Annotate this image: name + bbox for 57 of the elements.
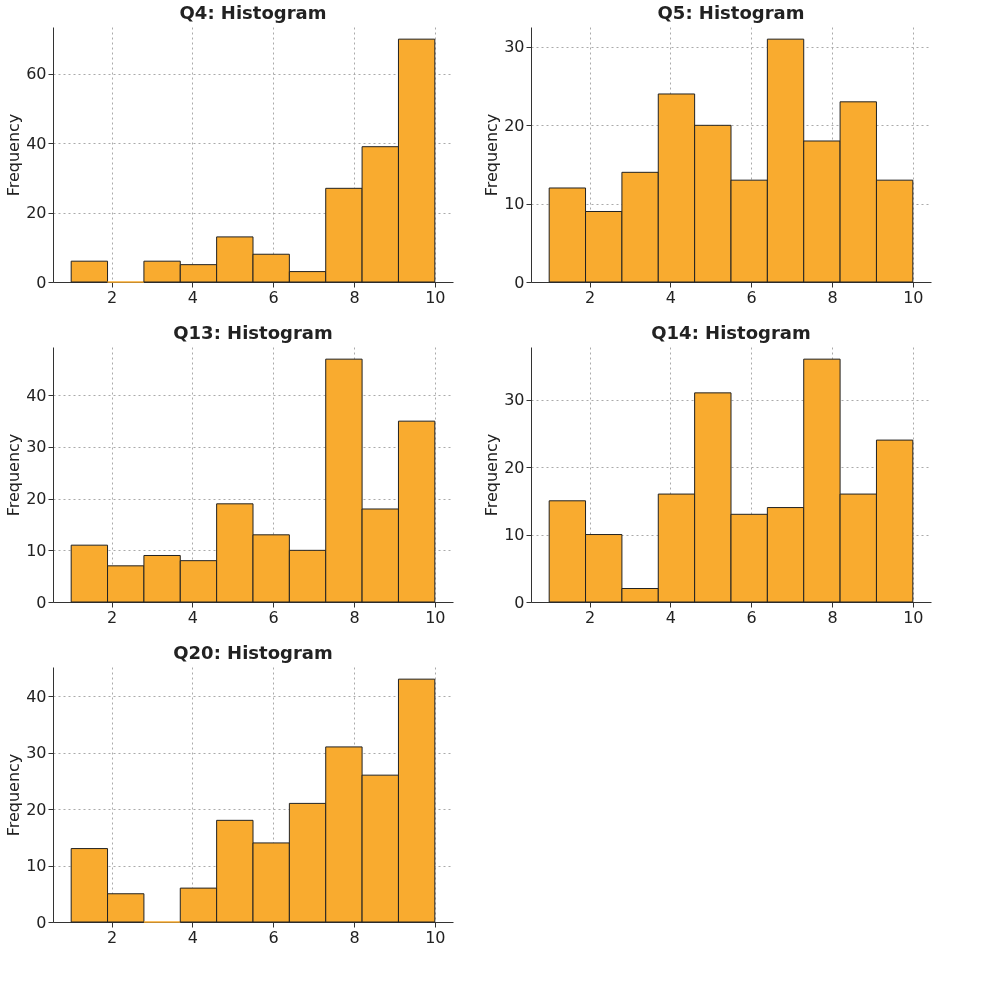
y-axis-title: Frequency xyxy=(4,113,24,197)
x-tick-label: 6 xyxy=(746,287,757,307)
y-tick-label: 0 xyxy=(514,592,525,612)
y-tick-label: 20 xyxy=(504,115,525,135)
y-axis-title: Frequency xyxy=(482,433,502,517)
x-tick-label: 6 xyxy=(268,927,279,947)
chart-title: Q4: Histogram xyxy=(179,2,327,23)
y-tick-label: 20 xyxy=(504,457,525,477)
y-axis-title: Frequency xyxy=(482,113,502,197)
y-tick-label: 20 xyxy=(26,489,47,509)
x-tick-label: 2 xyxy=(584,287,596,307)
y-tick-label: 30 xyxy=(504,390,525,410)
y-axis-title: Frequency xyxy=(4,433,24,517)
x-tick-label: 10 xyxy=(903,607,924,627)
x-tick-label: 10 xyxy=(903,287,924,307)
y-tick-label: 0 xyxy=(36,592,47,612)
x-tick-label: 4 xyxy=(665,287,676,307)
y-tick-label: 0 xyxy=(514,272,525,292)
x-tick-label: 8 xyxy=(349,607,360,627)
x-tick-label: 2 xyxy=(106,287,118,307)
x-tick-label: 8 xyxy=(827,607,838,627)
y-tick-label: 10 xyxy=(26,856,47,876)
x-tick-label: 10 xyxy=(425,287,446,307)
x-tick-label: 6 xyxy=(746,607,757,627)
chart-title: Q5: Histogram xyxy=(657,2,805,23)
x-tick-label: 2 xyxy=(106,927,118,947)
y-tick-label: 40 xyxy=(26,385,47,405)
x-tick-label: 2 xyxy=(584,607,596,627)
y-tick-label: 30 xyxy=(26,743,47,763)
y-tick-label: 10 xyxy=(26,540,47,560)
x-tick-label: 10 xyxy=(425,607,446,627)
y-tick-label: 0 xyxy=(36,912,47,932)
y-tick-label: 40 xyxy=(26,133,47,153)
x-tick-label: 4 xyxy=(187,287,198,307)
x-tick-label: 8 xyxy=(349,287,360,307)
y-tick-label: 10 xyxy=(504,194,525,214)
y-axis-title: Frequency xyxy=(4,753,24,837)
x-tick-label: 2 xyxy=(106,607,118,627)
y-tick-label: 0 xyxy=(36,272,47,292)
x-tick-label: 6 xyxy=(268,287,279,307)
y-tick-label: 60 xyxy=(26,64,47,84)
x-tick-label: 4 xyxy=(187,607,198,627)
chart-title: Q20: Histogram xyxy=(173,642,333,663)
y-tick-label: 30 xyxy=(26,437,47,457)
x-tick-label: 8 xyxy=(827,287,838,307)
chart-title: Q14: Histogram xyxy=(651,322,811,343)
y-tick-label: 30 xyxy=(504,37,525,57)
y-tick-label: 20 xyxy=(26,203,47,223)
x-tick-label: 4 xyxy=(665,607,676,627)
chart-title: Q13: Histogram xyxy=(173,322,333,343)
x-tick-label: 10 xyxy=(425,927,446,947)
x-tick-label: 6 xyxy=(268,607,279,627)
x-tick-label: 4 xyxy=(187,927,198,947)
y-tick-label: 10 xyxy=(504,525,525,545)
y-tick-label: 20 xyxy=(26,799,47,819)
x-tick-label: 8 xyxy=(349,927,360,947)
y-tick-label: 40 xyxy=(26,686,47,706)
